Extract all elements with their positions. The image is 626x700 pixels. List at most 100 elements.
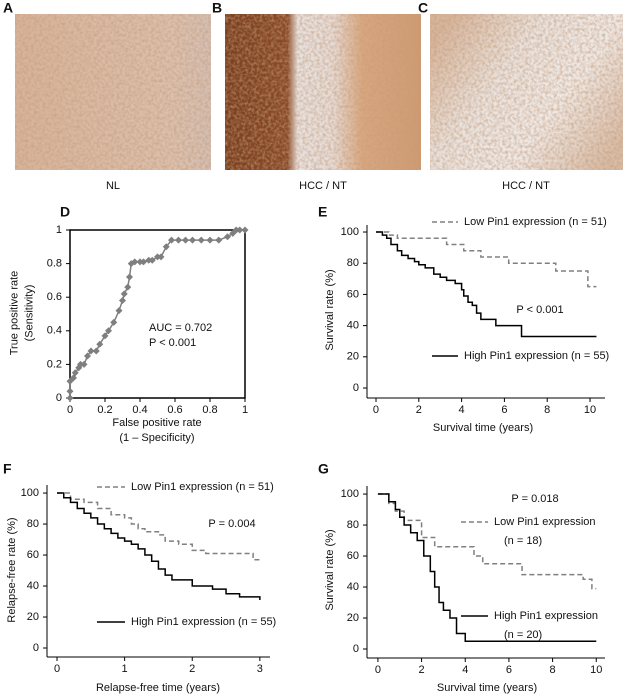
survival-curve <box>57 492 261 600</box>
legend-label: High Pin1 expression (n = 55) <box>131 616 276 628</box>
survival-curve <box>377 493 597 643</box>
y-tick-label: 100 <box>21 487 39 499</box>
y-tick-label: 0 <box>353 382 359 394</box>
point <box>120 290 128 298</box>
point <box>124 283 132 291</box>
point <box>131 258 139 266</box>
point <box>126 273 133 281</box>
survival-curve <box>375 231 597 288</box>
annotation: P = 0.018 <box>511 493 558 505</box>
y-tick-label: 0 <box>56 392 62 404</box>
point <box>241 226 249 234</box>
point <box>175 236 182 244</box>
point <box>101 332 109 340</box>
plot-frame <box>69 229 246 399</box>
x-tick-label: 6 <box>506 664 512 676</box>
y-tick-label: 20 <box>347 351 359 363</box>
y-axis-label: Survival rate (%) <box>324 269 336 350</box>
x-tick-label: 2 <box>189 663 195 675</box>
y-tick-label: 40 <box>27 580 39 592</box>
y-tick-label: 60 <box>347 550 359 562</box>
legend-label: High Pin1 expression <box>494 610 598 622</box>
y-tick-label: 60 <box>27 549 39 561</box>
point <box>236 226 244 234</box>
y-tick-label: 0.2 <box>47 358 62 370</box>
image-a-texture <box>15 14 211 170</box>
y-axis-label: True positive rate <box>8 271 20 356</box>
legend-label: Low Pin1 expression (n = 51) <box>131 481 274 493</box>
image-b-texture <box>225 14 421 170</box>
chart-panel: F 0 1 2 3 0 20 40 60 80 100 Relapse-free time (year… <box>3 461 276 694</box>
x-tick-label: 8 <box>550 664 556 676</box>
x-tick-label: 0 <box>373 404 379 416</box>
x-tick-label: 0.2 <box>97 404 112 416</box>
annotation: P < 0.001 <box>516 304 563 316</box>
image-c-texture <box>430 14 623 170</box>
point <box>66 394 74 402</box>
panel-letter: B <box>212 0 222 16</box>
x-tick-label: 2 <box>416 404 422 416</box>
x-tick-label: 10 <box>584 404 596 416</box>
y-tick-label: 80 <box>27 518 39 530</box>
y-tick-label: 40 <box>347 581 359 593</box>
point <box>197 236 205 244</box>
annotation: P = 0.004 <box>208 518 255 530</box>
x-tick-label: 1 <box>122 663 128 675</box>
micrographs <box>15 14 623 170</box>
x-axis-label: False positive rate <box>112 417 201 429</box>
x-tick-label: 0.6 <box>167 404 182 416</box>
y-axis-label: (Sensitivity) <box>23 285 35 342</box>
y-tick-label: 20 <box>27 611 39 623</box>
point <box>115 307 123 315</box>
legend-label: (n = 20) <box>504 629 542 641</box>
x-tick-label: 10 <box>590 664 602 676</box>
point <box>80 360 88 368</box>
y-tick-label: 80 <box>347 257 359 269</box>
y-tick-label: 1 <box>56 224 62 236</box>
point <box>168 236 175 244</box>
annotation: P < 0.001 <box>149 337 196 349</box>
point <box>71 369 79 377</box>
x-axis-label: Relapse-free time (years) <box>96 682 220 694</box>
legend-label: Low Pin1 expression <box>494 516 596 528</box>
y-tick-label: 60 <box>347 288 359 300</box>
point <box>140 258 147 266</box>
y-tick-label: 0 <box>33 642 39 654</box>
point <box>148 256 156 264</box>
point <box>92 347 100 355</box>
x-tick-label: 0 <box>375 664 381 676</box>
y-tick-label: 0 <box>353 643 359 655</box>
legend-label: Low Pin1 expression (n = 51) <box>464 216 607 228</box>
x-axis-label: Survival time (years) <box>433 422 533 434</box>
point <box>206 236 214 244</box>
chart-panel: D 0 0.2 0.4 0.6 0.8 1 0 0.2 0.4 0.6 0.8 1 False posit… <box>8 204 249 444</box>
x-tick-label: 3 <box>257 663 263 675</box>
x-axis-label: (1 – Specificity) <box>119 432 194 444</box>
point <box>119 297 126 305</box>
survival-curve <box>377 493 597 590</box>
point <box>105 327 112 335</box>
image-caption: HCC / NT <box>299 180 347 192</box>
x-tick-label: 0 <box>54 663 60 675</box>
survival-curve <box>375 231 597 338</box>
legend-label: (n = 18) <box>504 535 542 547</box>
y-tick-label: 0.4 <box>47 325 62 337</box>
x-tick-label: 2 <box>419 664 425 676</box>
legend-label: High Pin1 expression (n = 55) <box>464 350 609 362</box>
panel-letter: C <box>418 0 428 16</box>
panel-letter: D <box>60 204 70 220</box>
y-axis-label: Survival rate (%) <box>324 529 336 610</box>
point <box>189 236 196 244</box>
survival-curve <box>57 492 260 561</box>
panel-letter: E <box>318 204 327 220</box>
y-axis-label: Relapse-free rate (%) <box>6 517 18 622</box>
point <box>162 243 170 251</box>
image-caption: NL <box>106 180 120 192</box>
point <box>182 236 189 244</box>
x-tick-label: 0.8 <box>202 404 217 416</box>
point <box>87 347 95 355</box>
point <box>215 236 223 244</box>
y-tick-label: 80 <box>347 519 359 531</box>
